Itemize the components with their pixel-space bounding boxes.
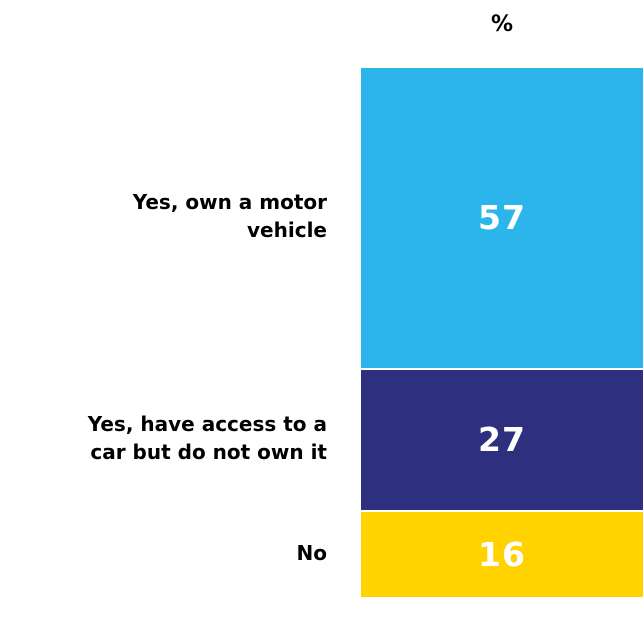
percent-header: % — [490, 12, 514, 37]
data-label: 57 — [478, 198, 526, 238]
data-label: 27 — [478, 420, 526, 460]
bar-segment: 57 — [361, 68, 643, 368]
data-label: 16 — [478, 535, 526, 575]
category-label: Yes, have access to a car but do not own… — [87, 411, 327, 464]
bar-segment: 27 — [361, 369, 643, 511]
category-label: Yes, own a motor vehicle — [132, 189, 327, 242]
category-label: No — [296, 540, 327, 565]
bar-segment: 16 — [361, 512, 643, 597]
